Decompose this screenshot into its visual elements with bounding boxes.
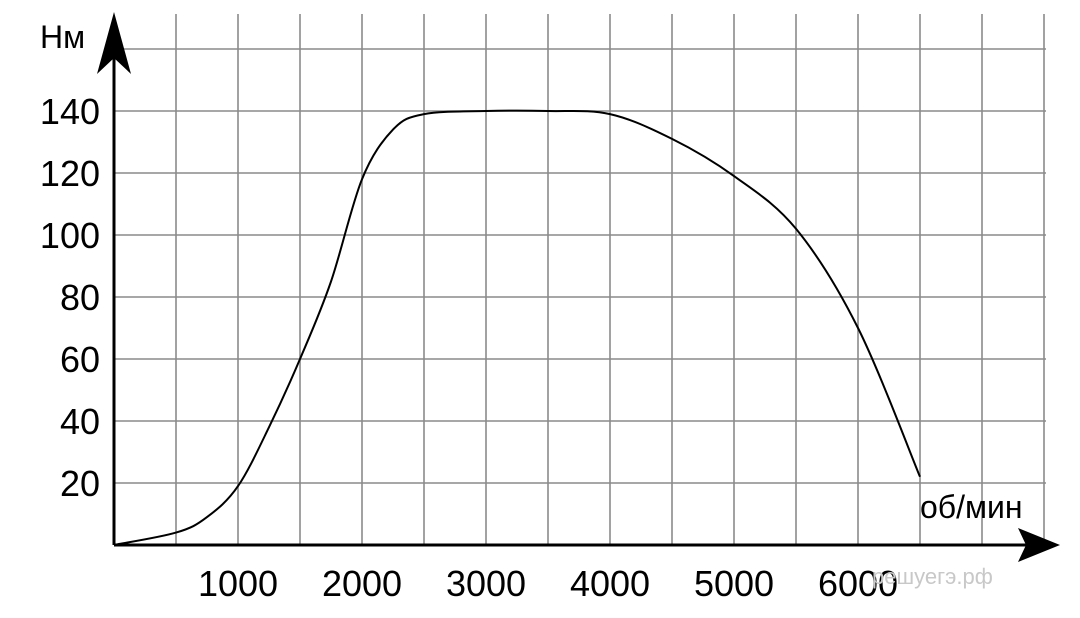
x-tick-label: 4000 (570, 563, 650, 604)
x-tick-label: 6000 (818, 563, 898, 604)
x-tick-label: 5000 (694, 563, 774, 604)
y-tick-label: 20 (60, 463, 100, 504)
y-tick-label: 120 (40, 153, 100, 194)
y-tick-label: 80 (60, 277, 100, 318)
y-tick-label: 140 (40, 91, 100, 132)
torque-curve (113, 109, 921, 546)
chart-grid (114, 14, 1046, 545)
x-tick-label: 2000 (322, 563, 402, 604)
y-tick-label: 60 (60, 339, 100, 380)
y-tick-label: 40 (60, 401, 100, 442)
watermark: решуегэ.рф (872, 564, 993, 589)
tick-labels: 20 40 60 80 100 120 140 1000 2000 3000 4000 5000 600… (40, 91, 898, 604)
y-axis-arrow-icon (97, 12, 131, 74)
x-tick-label: 1000 (198, 563, 278, 604)
x-tick-label: 3000 (446, 563, 526, 604)
x-axis-label: об/мин (920, 489, 1023, 525)
y-tick-label: 100 (40, 215, 100, 256)
chart-axes (97, 12, 1060, 562)
y-axis-label: Нм (40, 19, 85, 55)
x-axis-arrow-icon (1018, 528, 1060, 562)
